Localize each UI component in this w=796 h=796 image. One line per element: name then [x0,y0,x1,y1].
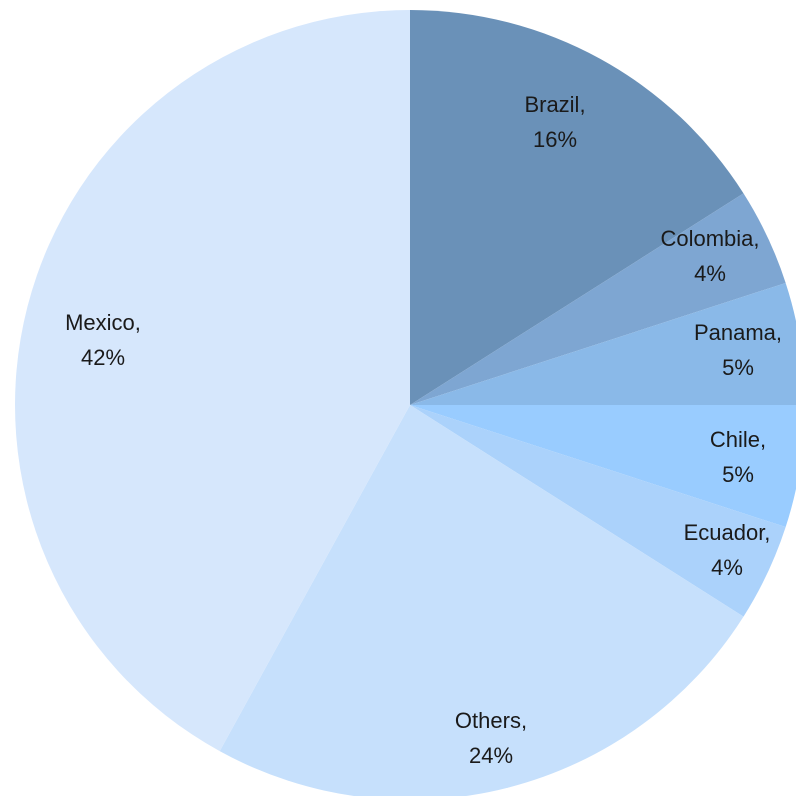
slice-label-value-chile: 5% [722,462,754,487]
slices-layer [15,10,796,796]
slice-label-name-mexico: Mexico, [65,310,141,335]
slice-label-name-others: Others, [455,708,527,733]
pie-slice-mexico [15,10,410,752]
slice-label-name-panama: Panama, [694,320,782,345]
slice-label-value-ecuador: 4% [711,555,743,580]
slice-label-name-ecuador: Ecuador, [684,520,771,545]
pie-slice-chile [410,405,796,528]
slice-label-value-panama: 5% [722,355,754,380]
pie-slice-others [219,405,744,796]
slice-label-name-brazil: Brazil, [524,92,585,117]
slice-label-name-colombia: Colombia, [660,226,759,251]
slice-label-value-others: 24% [469,743,513,768]
pie-slice-colombia [410,193,786,405]
pie-slice-panama [410,282,796,405]
pie-slice-ecuador [410,405,786,617]
slice-label-value-colombia: 4% [694,261,726,286]
slice-label-value-brazil: 16% [533,127,577,152]
slice-label-name-chile: Chile, [710,427,766,452]
pie-slice-brazil [410,10,744,405]
slice-label-value-mexico: 42% [81,345,125,370]
labels-layer: Brazil, 16% Colombia, 4% Panama, 5% Chile, 5% Ec… [65,92,782,768]
